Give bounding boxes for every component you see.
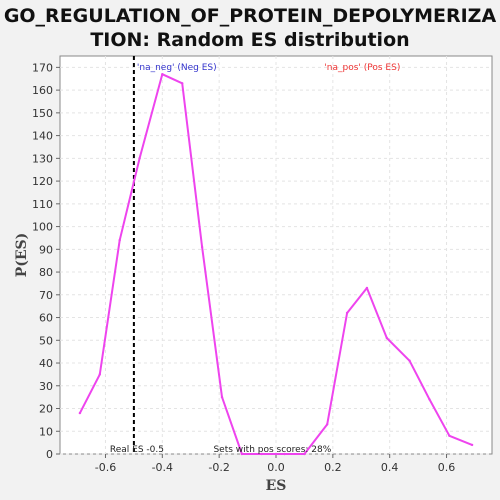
y-axis-title: P(ES) [14, 233, 30, 278]
x-axis-title: ES [266, 478, 287, 494]
data-point [181, 82, 184, 85]
data-point [345, 311, 349, 315]
y-tick-label: 80 [39, 266, 53, 279]
data-point [385, 336, 389, 340]
y-tick-label: 120 [32, 175, 53, 188]
y-tick-label: 140 [32, 130, 53, 143]
y-tick-label: 130 [32, 152, 53, 165]
data-point [260, 452, 263, 456]
y-tick-label: 100 [32, 221, 53, 234]
data-point [448, 434, 451, 438]
data-point [220, 395, 224, 399]
y-tick-label: 150 [32, 107, 53, 120]
x-tick-label: 0.6 [438, 461, 456, 474]
data-point [161, 72, 164, 76]
y-tick-label: 40 [39, 357, 53, 370]
data-point [408, 359, 411, 362]
y-tick-label: 70 [39, 289, 53, 302]
chart-title-line-2: TION: Random ES distribution [90, 29, 409, 51]
y-tick-label: 20 [39, 403, 53, 416]
grid-lines [60, 56, 492, 455]
y-tick-label: 50 [39, 334, 53, 347]
x-tick-label: 0.0 [267, 461, 285, 474]
y-tick-label: 10 [39, 425, 53, 438]
data-point [325, 423, 329, 426]
neg-es-label: 'na_neg' (Neg ES) [137, 63, 217, 73]
y-tick-label: 0 [46, 448, 53, 461]
data-point [98, 373, 101, 376]
data-point [283, 452, 286, 456]
data-point [303, 452, 306, 456]
y-tick-label: 110 [32, 198, 53, 211]
data-point [78, 411, 82, 415]
pos-scores-label: Sets with pos scores: 28% [213, 445, 331, 455]
data-point [240, 452, 244, 456]
x-tick-label: -0.2 [208, 461, 229, 474]
x-tick-label: -0.6 [95, 461, 116, 474]
data-point [428, 398, 431, 401]
es-distribution-line [79, 73, 473, 455]
pos-es-label: 'na_pos' (Pos ES) [324, 63, 400, 73]
real-es-label: Real ES -0.5 [110, 445, 164, 455]
x-tick-label: 0.4 [381, 461, 399, 474]
data-point [470, 443, 474, 447]
x-tick-label: -0.4 [152, 461, 173, 474]
y-tick-label: 170 [32, 61, 53, 74]
y-tick-label: 60 [39, 312, 53, 325]
x-tick-label: 0.2 [324, 461, 342, 474]
es-distribution-points [78, 72, 474, 456]
data-point [118, 239, 121, 242]
y-tick-label: 90 [39, 243, 53, 256]
data-point [200, 245, 204, 249]
axis-ticks: 0 10 20 30 40 50 60 70 80 90 100 110 120 130 140 150 160… [32, 61, 455, 474]
y-tick-label: 160 [32, 84, 53, 97]
y-tick-label: 30 [39, 380, 53, 393]
chart-title-line-1: GO_REGULATION_OF_PROTEIN_DEPOLYMERIZA [4, 5, 497, 27]
data-point [365, 286, 369, 290]
data-point [138, 157, 141, 160]
